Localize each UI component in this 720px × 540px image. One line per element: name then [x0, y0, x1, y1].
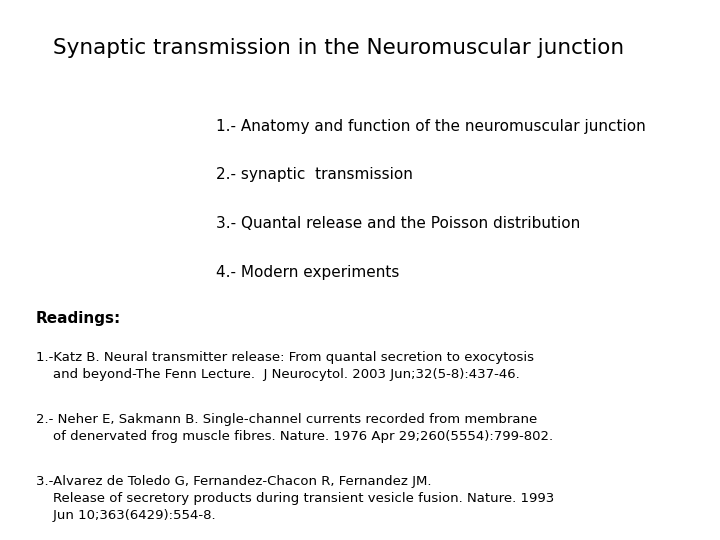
Text: 1.-Katz B. Neural transmitter release: From quantal secretion to exocytosis
    : 1.-Katz B. Neural transmitter release: F… — [36, 351, 534, 381]
Text: 3.- Quantal release and the Poisson distribution: 3.- Quantal release and the Poisson dist… — [216, 216, 580, 231]
Text: 4.- Modern experiments: 4.- Modern experiments — [216, 265, 400, 280]
Text: 2.- synaptic  transmission: 2.- synaptic transmission — [216, 167, 413, 183]
Text: 1.- Anatomy and function of the neuromuscular junction: 1.- Anatomy and function of the neuromus… — [216, 119, 646, 134]
Text: Readings:: Readings: — [36, 310, 121, 326]
Text: 2.- Neher E, Sakmann B. Single-channel currents recorded from membrane
    of de: 2.- Neher E, Sakmann B. Single-channel c… — [36, 413, 553, 443]
Text: Synaptic transmission in the Neuromuscular junction: Synaptic transmission in the Neuromuscul… — [53, 38, 624, 58]
Text: 3.-Alvarez de Toledo G, Fernandez-Chacon R, Fernandez JM.
    Release of secreto: 3.-Alvarez de Toledo G, Fernandez-Chacon… — [36, 475, 554, 522]
